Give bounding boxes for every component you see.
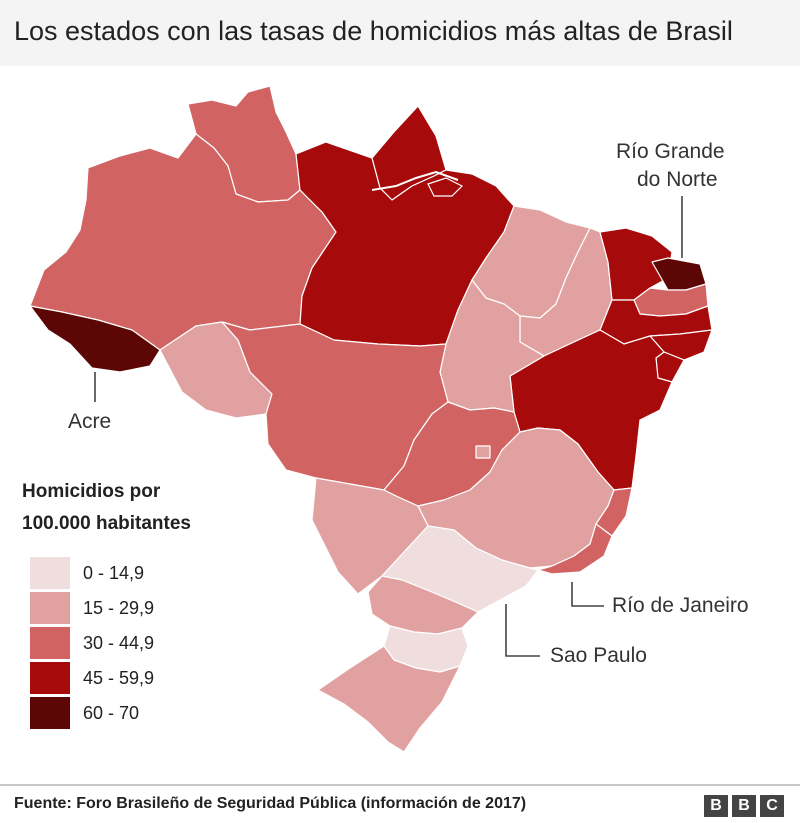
legend-row: 15 - 29,9 <box>30 592 250 624</box>
legend-row: 45 - 59,9 <box>30 662 250 694</box>
callout-acre: Acre <box>68 410 112 433</box>
callout-rio-grande-do-norte-line2: do Norte <box>637 168 718 191</box>
legend-row: 30 - 44,9 <box>30 627 250 659</box>
legend-row: 60 - 70 <box>30 697 250 729</box>
legend-swatch <box>30 627 70 659</box>
legend-title-line1: Homicidios por <box>22 481 161 502</box>
legend-title-line2: 100.000 habitantes <box>22 513 191 534</box>
state-RJ <box>537 523 613 575</box>
callout-rio-grande-do-norte-line1: Río Grande <box>616 140 725 163</box>
state-RS <box>317 645 461 753</box>
bbc-logo-block: C <box>760 795 784 817</box>
leader-rio-de-janeiro <box>571 582 604 607</box>
bbc-logo: B B C <box>704 795 788 817</box>
legend-label: 60 - 70 <box>83 703 140 723</box>
legend-swatch <box>30 697 70 729</box>
state-DF <box>475 445 491 459</box>
map-title: Los estados con las tasas de homicidios … <box>14 16 733 46</box>
leader-sao-paulo <box>505 604 540 657</box>
bbc-logo-block: B <box>732 795 756 817</box>
title-bar <box>0 0 800 66</box>
footer-divider <box>0 784 800 786</box>
marajo-island <box>427 177 464 197</box>
state-MG <box>417 427 615 569</box>
legend-row: 0 - 14,9 <box>30 557 250 589</box>
legend-label: 45 - 59,9 <box>83 668 155 688</box>
legend-swatch <box>30 662 70 694</box>
legend-label: 15 - 29,9 <box>83 598 155 618</box>
callout-sao-paulo: Sao Paulo <box>550 644 647 667</box>
callout-rio-de-janeiro: Río de Janeiro <box>612 594 749 617</box>
source-note: Fuente: Foro Brasileño de Seguridad Públ… <box>14 795 527 812</box>
state-RN <box>651 257 707 291</box>
legend-swatch <box>30 557 70 589</box>
amazon-river <box>371 170 459 191</box>
state-CE <box>599 227 673 301</box>
legend-swatch <box>30 592 70 624</box>
bbc-logo-block: B <box>704 795 728 817</box>
legend-label: 0 - 14,9 <box>83 563 145 583</box>
state-AC <box>29 305 161 373</box>
legend-label: 30 - 44,9 <box>83 633 155 653</box>
